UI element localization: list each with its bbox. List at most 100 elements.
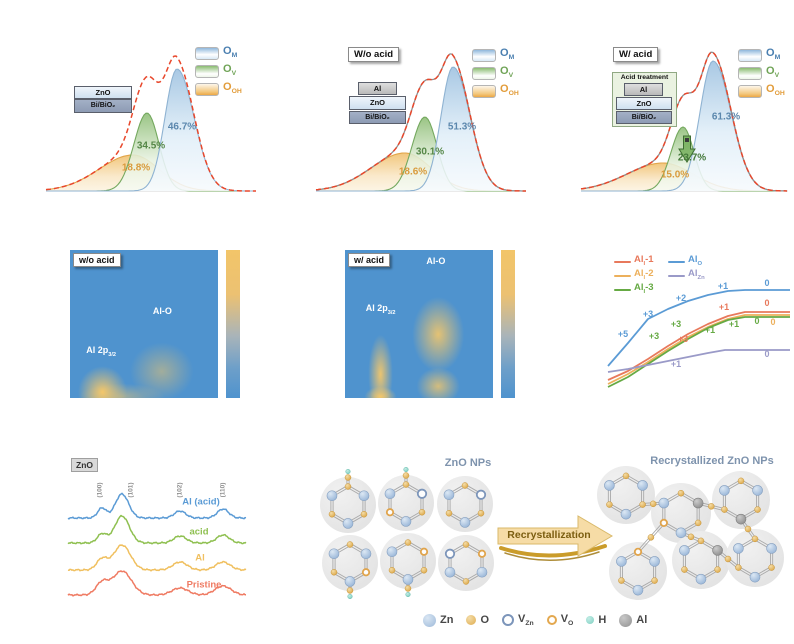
- o-atom: [754, 506, 761, 513]
- legend-swatch: [195, 83, 219, 96]
- o-atom: [735, 564, 742, 571]
- fit-envelope-dashed: [315, 53, 526, 192]
- panel-o1s-w-acid: OM OV OOH W/ acid Acid treatment Al ZnO Bi…: [575, 14, 794, 200]
- stack-layer-al: Al: [358, 82, 397, 95]
- legend-item: VZn: [502, 613, 534, 627]
- o1s-legend: OM OV OOH: [472, 46, 519, 98]
- zn-atom: [344, 576, 356, 587]
- oxidation-annotation: 0: [770, 317, 775, 327]
- stack-layer-zno: ZnO: [349, 96, 406, 110]
- legend-item: OM: [738, 47, 785, 62]
- recrystallized-title: Recrystallized ZnO NPs: [650, 455, 774, 467]
- legend-label: H: [598, 614, 607, 627]
- oxidation-annotation: +5: [618, 329, 628, 339]
- o-atom: [677, 489, 685, 497]
- zn-atom: [459, 517, 471, 528]
- legend-item: AlI-1: [614, 255, 666, 269]
- fit-envelope-dashed: [580, 51, 788, 192]
- xrd-curve-acid: [67, 514, 247, 545]
- legend-item: Al: [619, 613, 647, 627]
- oxidation-annotation: +1: [671, 359, 681, 369]
- series-Al_I-3: [607, 316, 790, 388]
- zn-atom: [328, 548, 340, 560]
- al-atom: [735, 513, 747, 525]
- al-icon: [619, 613, 633, 627]
- stack-layer-al: Al: [624, 83, 663, 96]
- h-atom: [405, 591, 411, 598]
- h-atom: [345, 468, 351, 475]
- legend-item: AlZn: [668, 269, 720, 283]
- map-title: w/ acid: [348, 253, 391, 267]
- atom-legend: Zn O VZn VO H Al: [423, 613, 647, 627]
- o-atom: [462, 541, 470, 548]
- decrease-arrow-icon: [678, 135, 696, 163]
- zn-atom: [386, 546, 398, 558]
- o-atom: [402, 472, 410, 479]
- legend-label: Zn: [440, 614, 454, 627]
- percent-label-O_V: 30.1%: [415, 146, 445, 158]
- oxidation-annotation: +1: [729, 319, 739, 329]
- o-vacancy: [659, 518, 668, 528]
- legend-swatch: [738, 49, 762, 62]
- oxidation-annotation: +3: [671, 319, 681, 329]
- o-atom: [404, 585, 412, 592]
- oxidation-annotation: +1: [718, 281, 728, 291]
- o-vacancy: [361, 568, 371, 577]
- oxidation-legend: AlI-1 AlO AlI-2 AlZn AlI-3: [614, 255, 720, 297]
- hkl-102: (102): [176, 482, 184, 498]
- o-icon: [466, 615, 477, 626]
- legend-swatch: [472, 67, 496, 80]
- legend-label: OM: [500, 46, 515, 62]
- legend-swatch: [195, 47, 219, 60]
- series-Al_I-2: [607, 314, 790, 385]
- recrystallization-arrow: [497, 515, 613, 557]
- legend-swatch: [195, 65, 219, 78]
- hkl-100: (100): [96, 482, 104, 498]
- zn-icon: [423, 613, 436, 627]
- h-atom: [403, 466, 409, 473]
- o-atom: [708, 503, 715, 510]
- zn-atom: [658, 497, 670, 509]
- panel-schematic: ZnO NPs Recrystallized ZnO NPs Zn O VZn VO H…: [293, 438, 794, 644]
- o-atom: [344, 474, 352, 481]
- legend-item: OM: [472, 46, 519, 62]
- peak-fill-O_V: [316, 117, 526, 191]
- legend-item: OOH: [738, 83, 785, 98]
- o-atom: [714, 566, 721, 573]
- panel-o1s-pristine: OM OV OOH ZnO Bi/BiO₂ 18.8% 34.5% 46.7%: [40, 14, 262, 200]
- vo-icon: [546, 615, 557, 626]
- zn-vacancy: [416, 488, 428, 499]
- o-atom: [418, 508, 426, 516]
- legend-label: OOH: [500, 82, 519, 98]
- o-atom: [445, 509, 453, 517]
- zn-atom: [604, 480, 615, 491]
- zn-atom: [649, 556, 660, 567]
- fit-envelope-dashed: [45, 55, 256, 192]
- zn-atom: [443, 489, 455, 501]
- nanoparticle: [712, 471, 770, 529]
- legend-item: OOH: [195, 81, 242, 96]
- o1s-chart-pristine: [45, 55, 256, 192]
- stack-layer-substrate: Bi/BiO₂: [74, 99, 132, 113]
- o-atom: [687, 533, 695, 541]
- curve-label-acid: acid: [189, 526, 209, 538]
- o-vacancy: [477, 549, 487, 558]
- zn-vacancy: [444, 548, 456, 559]
- nanoparticle: [672, 531, 730, 589]
- nanoparticle: [597, 466, 655, 524]
- oxidation-annotation: 0: [764, 349, 769, 359]
- legend-item: AlO: [668, 255, 720, 269]
- zn-atom: [476, 566, 488, 578]
- stack-layer-substrate: Bi/BiO₂: [349, 111, 406, 124]
- o-atom: [649, 500, 657, 508]
- o-atom: [768, 564, 775, 571]
- nanoparticle: [609, 542, 667, 600]
- al-2p-label: Al 2p3/2: [86, 344, 117, 358]
- zno-nps-title: ZnO NPs: [444, 457, 492, 469]
- percent-label-O_M: 46.7%: [167, 121, 197, 133]
- map-title: w/o acid: [73, 253, 121, 267]
- legend-swatch: [472, 49, 496, 62]
- oxidation-annotation: +3: [649, 331, 659, 341]
- peak-fill-O_V: [46, 113, 256, 191]
- legend-item: O: [466, 614, 489, 626]
